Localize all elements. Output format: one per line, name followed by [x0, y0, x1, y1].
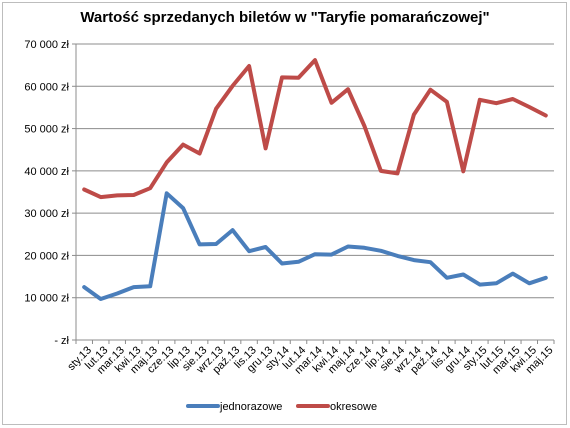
y-tick-label: 20 000 zł: [24, 250, 69, 262]
y-tick-label: - zł: [54, 335, 69, 347]
y-tick-label: 10 000 zł: [24, 293, 69, 305]
grid-lines: [76, 43, 554, 341]
chart-title: Wartość sprzedanych biletów w "Taryfie p…: [80, 9, 490, 26]
y-axis-ticks: - zł 10 000 zł 20 000 zł 30 000 zł 40 000 zł…: [24, 39, 76, 347]
y-tick-label: 40 000 zł: [24, 166, 69, 178]
y-tick-label: 70 000 zł: [24, 39, 69, 51]
legend-label: jednorazowe: [219, 401, 282, 413]
series-lines: [82, 58, 548, 301]
y-tick-label: 30 000 zł: [24, 208, 69, 220]
series-line-okresowe: [82, 58, 548, 200]
legend-label: okresowe: [330, 401, 377, 413]
axes: [75, 44, 554, 341]
x-axis-ticks: sty.13lut.13mar.13kwi.13maj.13cze.13lip.…: [65, 340, 556, 377]
series-line-jednorazowe: [82, 191, 548, 301]
y-tick-label: 50 000 zł: [24, 124, 69, 136]
y-tick-label: 60 000 zł: [24, 81, 69, 93]
legend: jednorazowe okresowe: [186, 401, 377, 413]
